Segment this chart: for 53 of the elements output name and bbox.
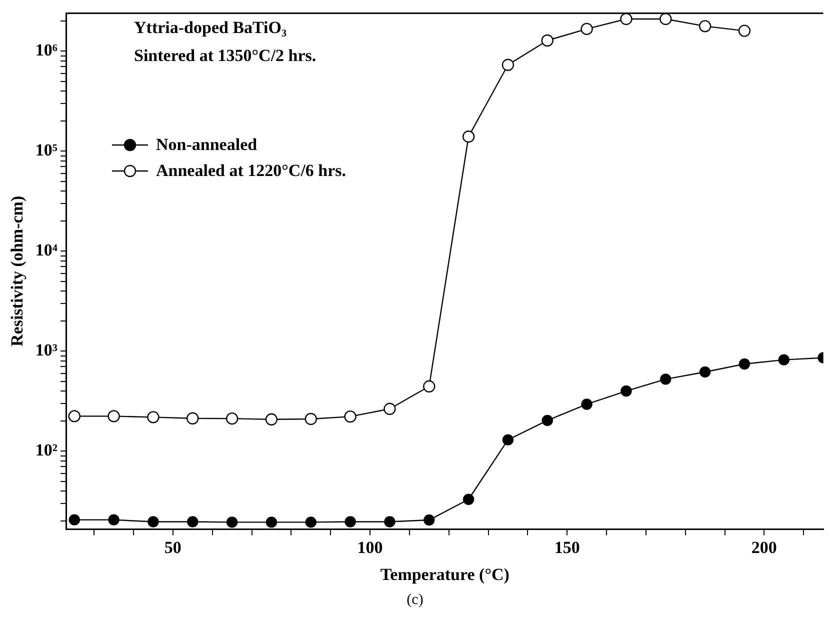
y-tick-label: 10⁴ — [35, 240, 58, 260]
point — [462, 494, 474, 505]
point — [620, 385, 632, 397]
point — [660, 13, 672, 26]
point — [186, 412, 199, 424]
point — [344, 410, 356, 423]
point — [384, 402, 396, 415]
point — [266, 516, 278, 528]
x-tick-label: 150 — [554, 538, 580, 557]
point — [187, 516, 198, 528]
point — [226, 516, 238, 528]
y-tick-label: 10⁶ — [35, 40, 58, 60]
x-tick-label: 100 — [357, 538, 383, 557]
point — [226, 412, 238, 425]
point — [424, 514, 435, 526]
point — [305, 516, 316, 528]
point — [738, 24, 751, 37]
point — [148, 516, 159, 528]
point — [108, 410, 120, 422]
point — [542, 414, 553, 426]
point — [423, 380, 436, 392]
legend-label: Non-annealed — [156, 135, 258, 155]
point — [304, 412, 317, 426]
y-tick-label: 10⁵ — [35, 140, 58, 160]
point — [581, 398, 592, 410]
point — [147, 411, 160, 424]
legend-label: Annealed at 1220°C/6 hrs. — [156, 161, 346, 181]
point — [502, 58, 514, 71]
point — [580, 22, 593, 36]
x-axis-title: Temperature (°C) — [380, 565, 510, 584]
point — [265, 413, 278, 426]
point — [344, 516, 356, 528]
y-tick-label: 10³ — [35, 340, 58, 360]
chart-title: Yttria-doped BaTiO₃ — [134, 17, 288, 39]
point — [462, 130, 475, 143]
point — [68, 410, 80, 422]
text: (c) — [406, 592, 424, 609]
point — [620, 13, 632, 26]
point — [68, 514, 80, 526]
point — [778, 354, 790, 366]
x-tick-label: 200 — [751, 538, 777, 557]
point — [384, 516, 396, 528]
y-tick-label: 10² — [35, 440, 58, 460]
y-axis-title: Resistivity (ohm-cm) — [8, 196, 27, 347]
point — [502, 434, 514, 446]
point — [698, 20, 712, 32]
point — [738, 358, 750, 370]
point — [108, 514, 120, 526]
point — [699, 366, 711, 378]
point — [660, 374, 672, 385]
point — [541, 34, 554, 47]
text: Sintered at 1350°C/2 hrs. — [134, 45, 316, 67]
x-tick-label: 50 — [164, 538, 182, 557]
